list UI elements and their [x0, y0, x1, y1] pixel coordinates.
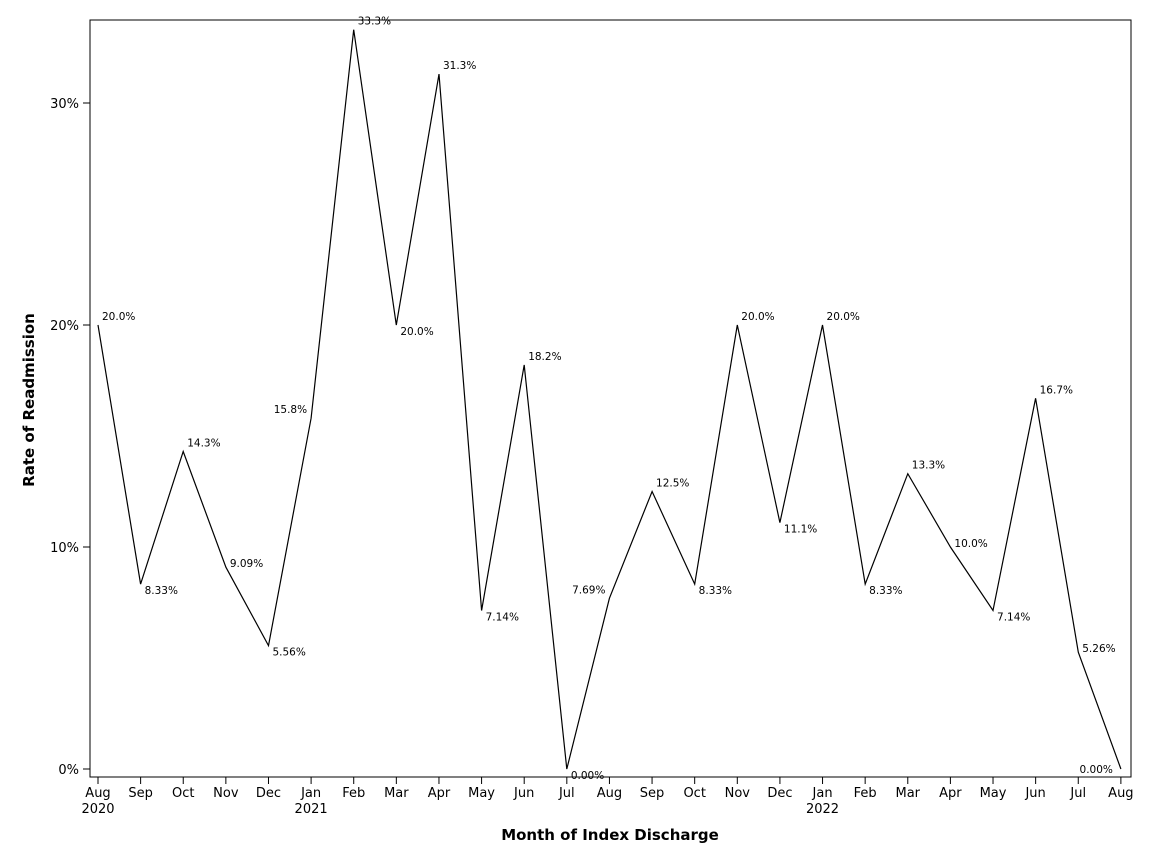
plot-frame: [89, 19, 1132, 778]
x-tick-label: Apr: [428, 786, 451, 801]
data-label: 9.09%: [230, 558, 263, 570]
x-tick-label: Feb: [854, 786, 877, 801]
data-label: 0.00%: [571, 770, 604, 782]
data-label: 11.1%: [784, 524, 817, 536]
x-tick-label: Oct: [172, 786, 194, 801]
x-tick-label: Jul: [1069, 786, 1086, 801]
x-tick-year-label: 2020: [81, 802, 114, 817]
data-label: 18.2%: [528, 351, 561, 363]
x-tick-label: Jul: [558, 786, 575, 801]
y-axis-title: Rate of Readmission: [20, 313, 38, 487]
x-tick-year-label: 2021: [295, 802, 328, 817]
data-label: 8.33%: [145, 585, 178, 597]
data-label: 5.56%: [272, 647, 305, 659]
x-tick-label: Aug: [1108, 786, 1133, 801]
data-label: 16.7%: [1040, 384, 1073, 396]
x-tick-label: May: [980, 786, 1007, 801]
x-tick-label: Oct: [683, 786, 705, 801]
x-tick-label: May: [468, 786, 495, 801]
data-label: 13.3%: [912, 460, 945, 472]
y-tick-label: 0%: [58, 763, 79, 778]
x-tick-label: Feb: [342, 786, 365, 801]
data-label: 8.33%: [699, 585, 732, 597]
x-tick-label: Jun: [1024, 786, 1045, 801]
y-axis: 0% 10% 20% 30%: [50, 97, 90, 778]
data-label: 31.3%: [443, 60, 476, 72]
data-label: 20.0%: [102, 311, 135, 323]
x-tick-year-label: 2022: [806, 802, 839, 817]
series-line: [97, 29, 1122, 770]
data-label: 14.3%: [187, 438, 220, 450]
data-label: 7.69%: [572, 584, 605, 596]
series-layer: 20.0% 8.33% 14.3% 9.09% 5.56% 15.8% 33.3% 20.0%…: [97, 16, 1122, 782]
x-tick-label: Sep: [128, 786, 153, 801]
x-tick-label: Nov: [213, 786, 239, 801]
data-label: 7.14%: [997, 611, 1030, 623]
x-tick-label: Mar: [384, 786, 409, 801]
data-label: 20.0%: [741, 311, 774, 323]
data-label: 7.14%: [486, 611, 519, 623]
y-tick-label: 10%: [50, 541, 79, 556]
data-label: 0.00%: [1080, 764, 1113, 776]
x-tick-label: Dec: [767, 786, 792, 801]
data-label: 12.5%: [656, 478, 689, 490]
data-label: 8.33%: [869, 585, 902, 597]
data-label: 20.0%: [400, 326, 433, 338]
x-tick-label: Jan: [300, 786, 321, 801]
data-label: 5.26%: [1082, 643, 1115, 655]
x-tick-label: Apr: [939, 786, 962, 801]
x-tick-label: Mar: [896, 786, 921, 801]
y-tick-label: 30%: [50, 97, 79, 112]
y-tick-label: 20%: [50, 319, 79, 334]
x-tick-label: Dec: [256, 786, 281, 801]
x-tick-label: Sep: [640, 786, 665, 801]
x-tick-label: Jun: [513, 786, 534, 801]
x-tick-label: Aug: [597, 786, 622, 801]
x-tick-label: Jan: [812, 786, 833, 801]
data-label: 15.8%: [274, 404, 307, 416]
data-label: 10.0%: [954, 538, 987, 550]
data-label: 33.3%: [358, 16, 391, 28]
x-tick-label: Nov: [725, 786, 751, 801]
x-axis-title: Month of Index Discharge: [501, 826, 719, 844]
x-tick-label: Aug: [85, 786, 110, 801]
data-label: 20.0%: [827, 311, 860, 323]
